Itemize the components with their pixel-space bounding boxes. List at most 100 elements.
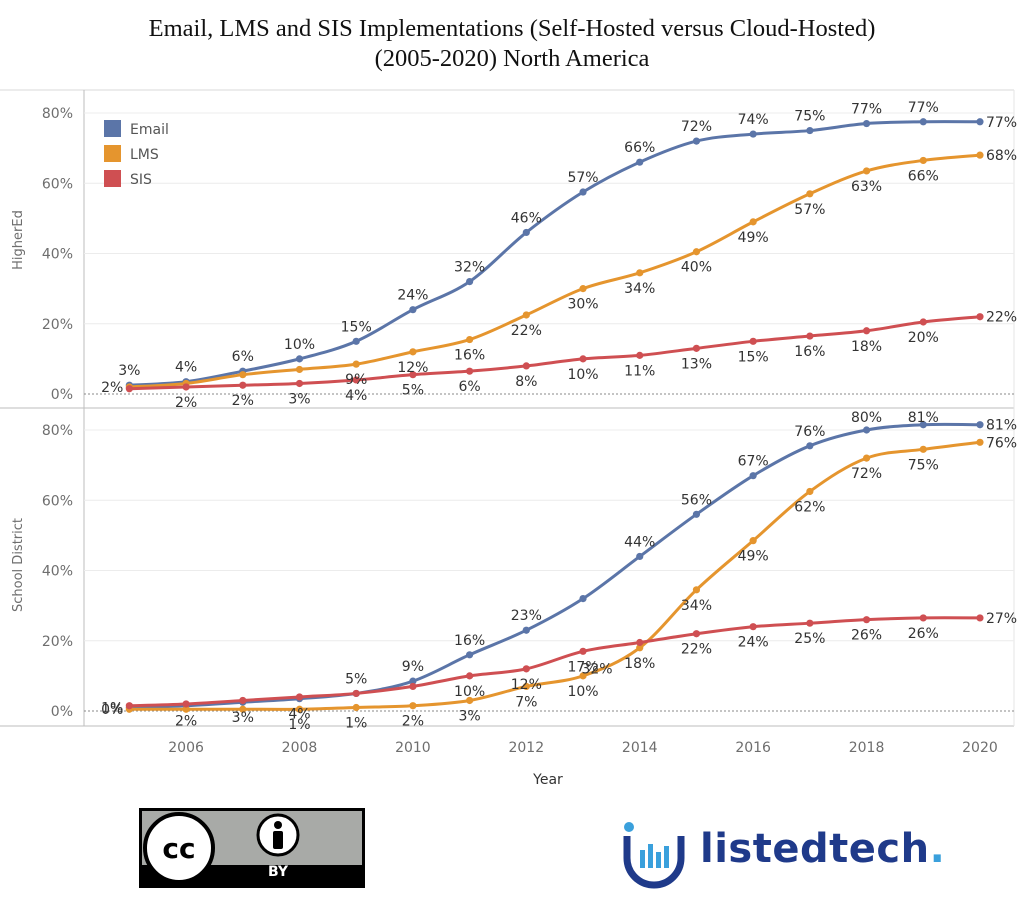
data-label: 15% [738,349,769,365]
y-tick-label: 20% [42,634,73,650]
data-point-sis [862,327,871,335]
data-label: 16% [454,348,485,364]
data-label: 80% [851,410,882,426]
data-point-sis [182,383,190,391]
data-point-lms [862,167,871,175]
y-tick-label: 60% [42,493,73,509]
data-point-email [409,677,417,685]
x-tick-label: 2018 [849,740,885,756]
data-label: 11% [624,363,655,379]
series-line-sis [129,616,980,708]
data-point-lms [522,682,530,691]
y-tick-label: 0% [51,704,73,720]
cc-by-label: BY [267,864,289,880]
data-point-lms [409,348,417,356]
legend-swatch-sis [104,170,121,187]
data-point-email [466,278,474,286]
data-label: 74% [738,112,769,128]
data-point-lms [806,487,814,496]
data-point-lms [636,644,644,652]
y-axis-label: HigherEd [11,210,26,270]
data-point-sis [919,318,927,326]
data-label: 32% [581,661,612,677]
data-point-lms [919,445,927,453]
data-point-lms [579,672,587,680]
data-point-lms [579,285,587,293]
data-label: 10% [567,367,598,383]
brand-name: listedtech. [700,826,945,872]
brand-name-dot: . [929,826,946,872]
data-point-email [352,337,360,345]
data-label: 44% [624,534,655,550]
legend-label-email: Email [130,122,169,138]
data-label: 10% [454,684,485,700]
y-tick-label: 40% [42,247,73,263]
data-point-email [919,118,927,126]
data-point-sis [636,351,644,359]
data-label: 46% [511,210,542,226]
data-point-sis [239,381,247,389]
data-point-sis [352,689,360,698]
x-axis-label: Year [532,772,563,788]
data-label: 3% [118,363,140,379]
data-point-lms [919,156,927,165]
x-tick-label: 2010 [395,740,431,756]
data-point-lms [239,371,247,379]
data-label: 1% [288,717,310,733]
data-label: 15% [341,319,372,335]
data-label: 17% [567,659,598,675]
brand-name-main: listedtech [700,826,930,872]
data-label: 3% [232,710,254,726]
data-label: 57% [794,202,825,218]
legend-swatch-lms [104,145,121,162]
data-label: 56% [681,492,712,508]
data-label: 66% [624,140,655,156]
data-point-email [919,421,927,429]
data-label: 76% [794,424,825,440]
data-label: 75% [908,457,939,473]
data-point-lms [976,438,984,446]
data-label: 68% [986,148,1017,164]
data-point-sis [749,337,757,345]
data-point-sis [295,693,304,701]
data-point-email [636,552,644,561]
data-label: 4% [175,360,197,376]
data-label: 72% [851,466,882,482]
data-label: 2% [175,395,197,411]
y-axis-label: School District [11,518,26,612]
data-point-email [749,472,757,480]
data-point-email [295,355,304,363]
data-point-email [862,119,871,128]
data-point-lms [749,537,757,545]
data-point-sis [919,614,927,622]
data-label: 22% [511,323,542,339]
data-label: 30% [567,297,598,313]
data-label: 34% [681,598,712,614]
data-point-sis [579,647,587,655]
series-line-lms [129,153,981,389]
data-label: 1% [345,715,367,731]
data-label: 63% [851,179,882,195]
data-label: 4% [288,707,310,723]
data-label: 3% [288,391,310,407]
legend-label-sis: SIS [130,172,152,188]
data-point-sis [862,616,871,624]
data-label: 2% [101,380,123,396]
data-label: 32% [454,260,485,276]
data-point-email [976,118,984,126]
data-point-sis [976,614,984,622]
data-label: 16% [794,344,825,360]
legend-label-lms: LMS [130,147,159,163]
data-label: 5% [402,383,424,399]
data-label: 24% [397,288,428,304]
data-label: 2% [232,393,254,409]
data-label: 18% [851,339,882,355]
data-point-sis [239,696,247,705]
y-tick-label: 80% [42,106,73,122]
data-point-sis [522,665,530,673]
data-point-email [466,651,474,659]
data-point-lms [182,705,190,713]
data-label: 75% [794,109,825,125]
data-point-sis [295,379,304,388]
y-tick-label: 60% [42,176,73,192]
